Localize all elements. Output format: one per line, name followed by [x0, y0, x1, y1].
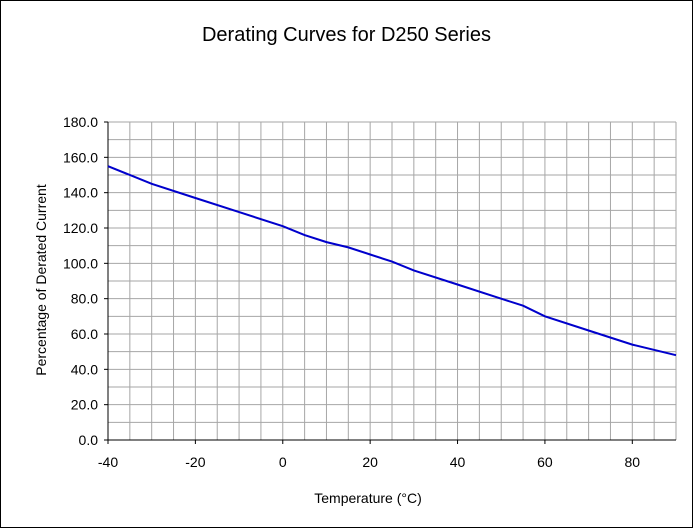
x-tick-label: 80 — [625, 454, 641, 470]
y-tick-label: 160.0 — [63, 149, 98, 165]
y-tick-label: 40.0 — [71, 361, 98, 377]
chart-title: Derating Curves for D250 Series — [201, 24, 491, 46]
y-tick-label: 20.0 — [71, 397, 98, 413]
y-axis-label: Percentage of Derated Current — [33, 184, 49, 376]
series-line — [107, 165, 677, 357]
y-tick-label: 0.0 — [79, 432, 99, 448]
x-tick-label: 40 — [450, 454, 466, 470]
y-tick-label: 80.0 — [71, 291, 98, 307]
x-tick-label: -40 — [98, 454, 118, 470]
x-tick-label: 60 — [537, 454, 553, 470]
y-tick-label: 180.0 — [63, 114, 98, 130]
x-tick-label: 0 — [279, 454, 287, 470]
y-tick-label: 120.0 — [63, 220, 98, 236]
x-tick-label: -20 — [185, 454, 205, 470]
y-tick-label: 140.0 — [63, 185, 98, 201]
y-tick-label: 60.0 — [71, 326, 98, 342]
x-tick-label: 20 — [362, 454, 378, 470]
x-axis-label: Temperature (°C) — [314, 490, 422, 506]
y-tick-label: 100.0 — [63, 255, 98, 271]
